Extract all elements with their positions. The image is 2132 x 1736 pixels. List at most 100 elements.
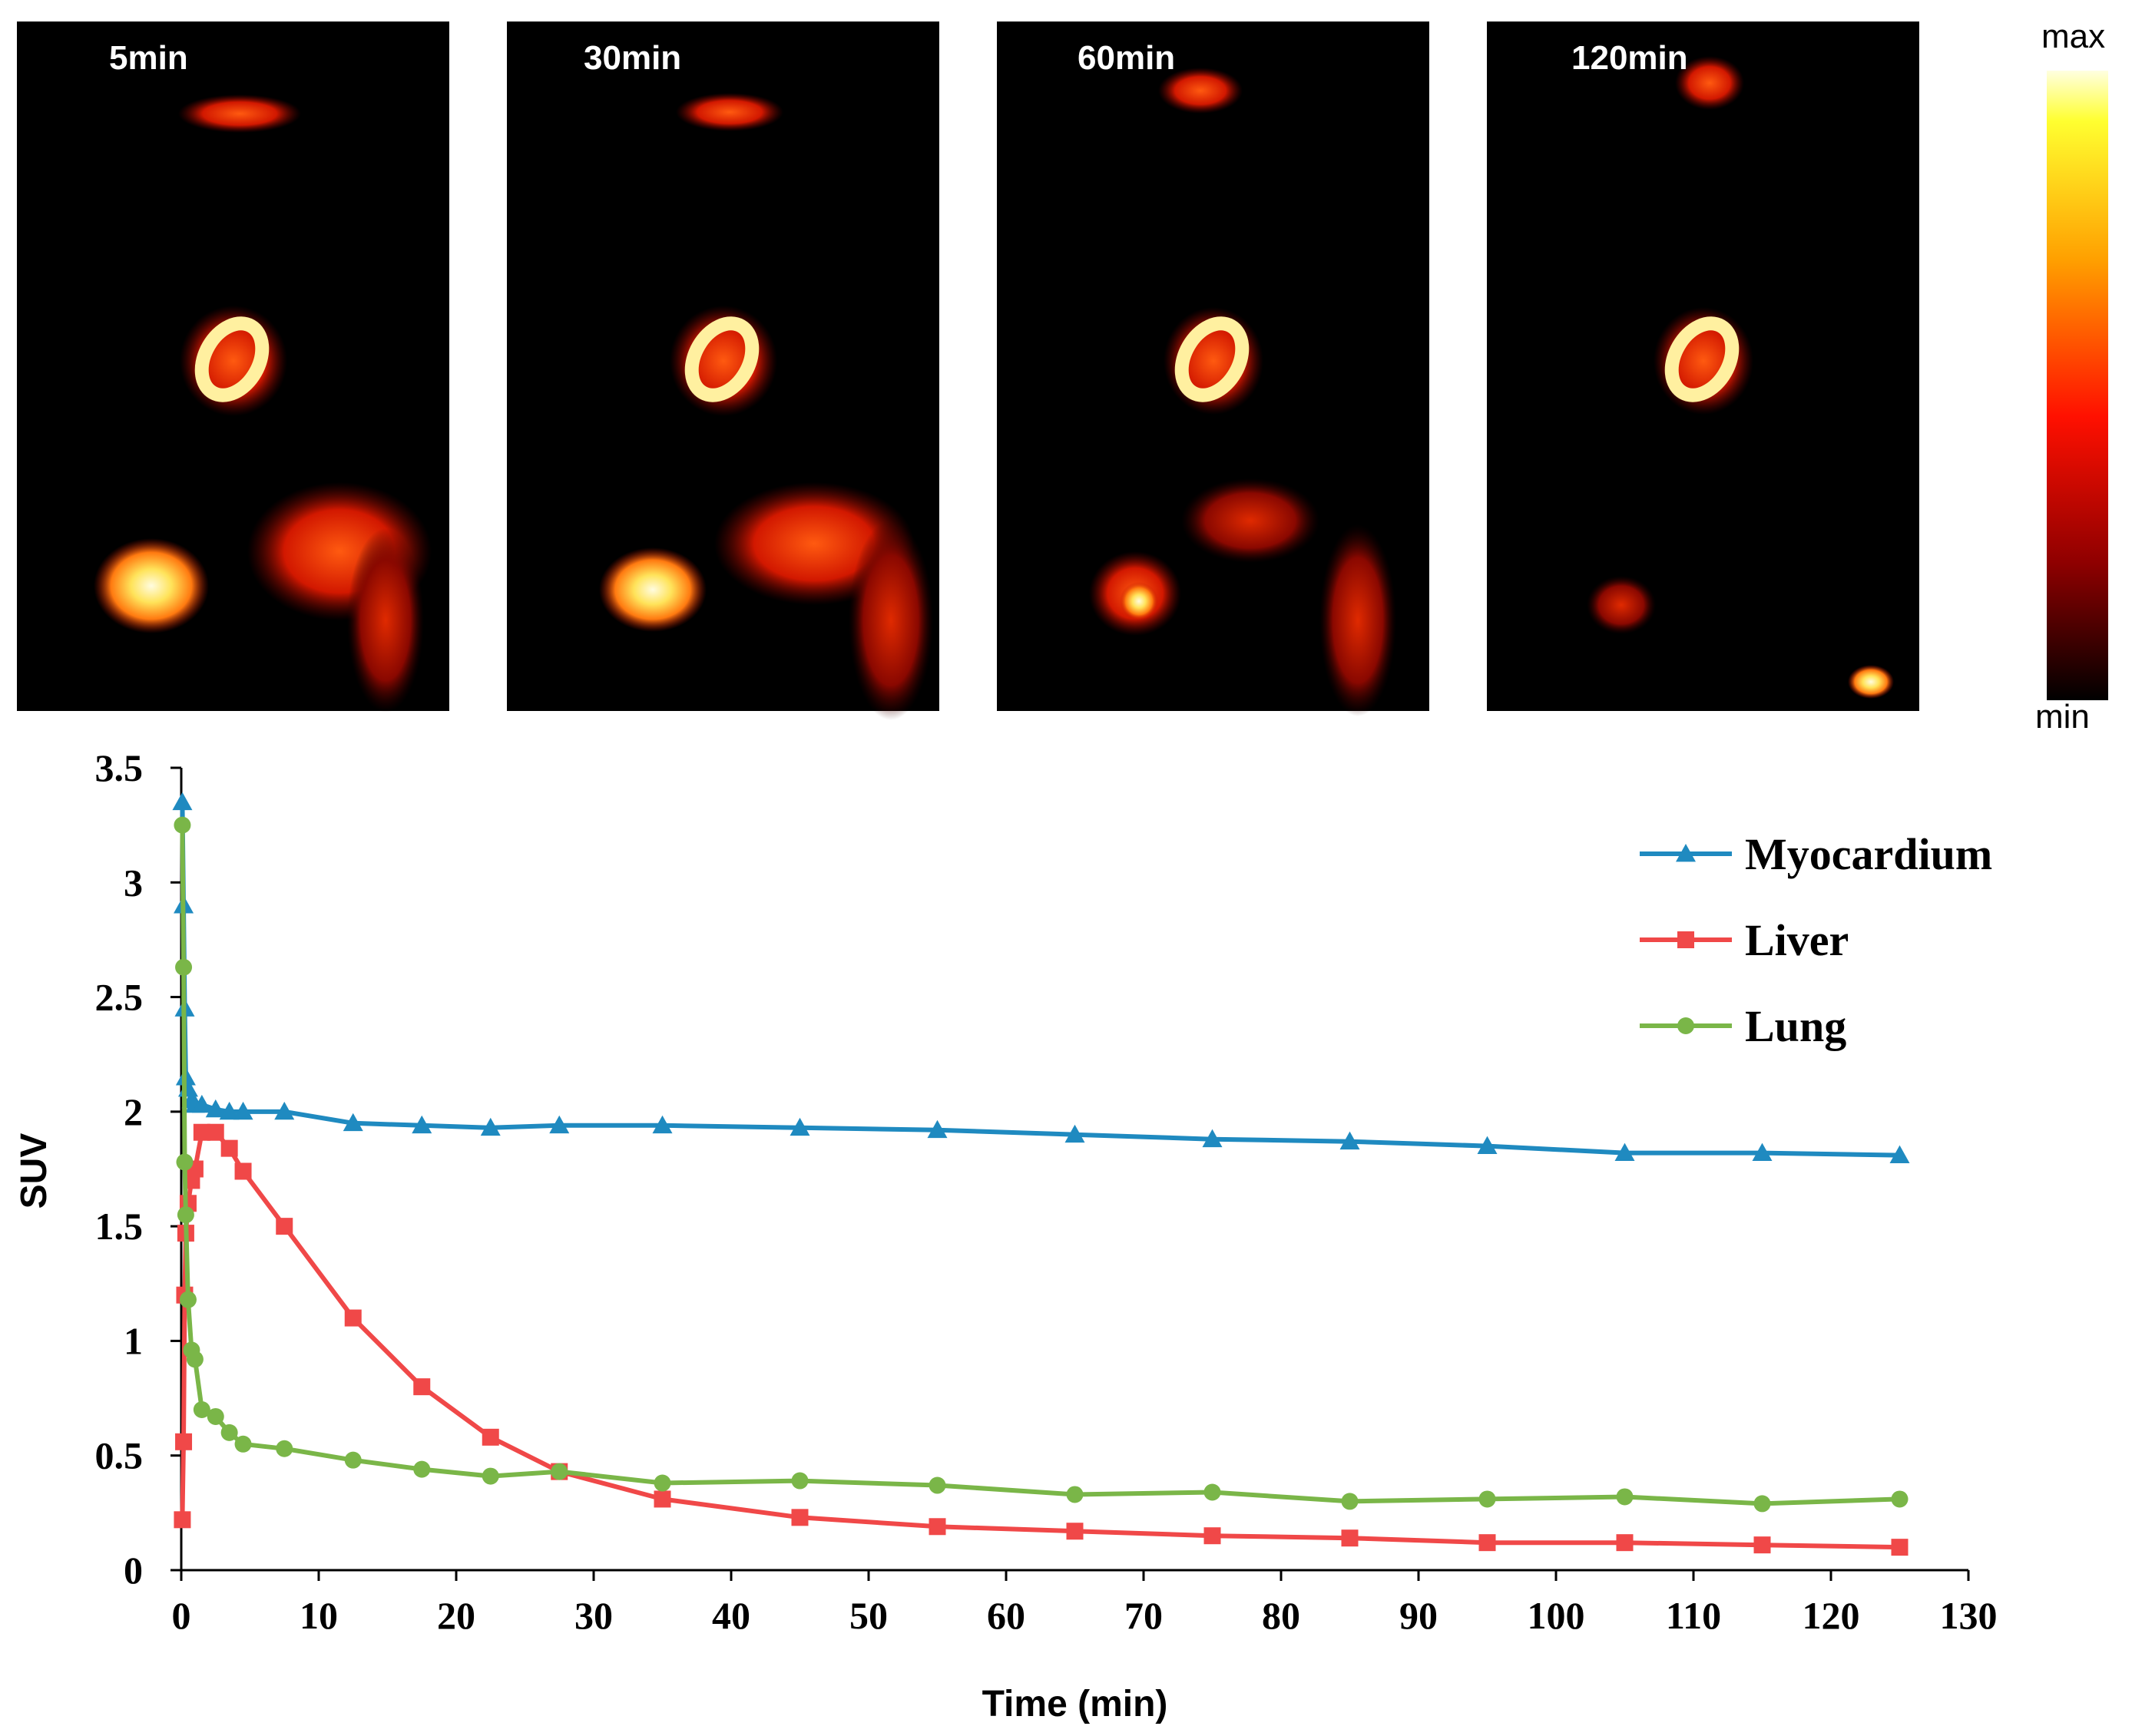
x-tick-label: 30: [574, 1594, 613, 1637]
x-tick-label: 50: [849, 1594, 888, 1637]
y-tick-label: 0: [124, 1549, 143, 1592]
data-point-lung: [654, 1474, 671, 1492]
data-point-liver: [1066, 1523, 1084, 1540]
data-point-lung: [234, 1435, 252, 1453]
y-tick-label: 2.5: [95, 976, 144, 1019]
y-axis-title: SUV: [14, 1133, 55, 1209]
x-tick-label: 10: [300, 1594, 338, 1637]
uptake-spot-top: [178, 94, 301, 133]
uptake-hot-spot: [94, 538, 209, 633]
data-point-liver: [929, 1518, 946, 1536]
data-point-liver: [234, 1162, 252, 1180]
data-point-liver: [1753, 1536, 1771, 1554]
data-point-lung: [791, 1472, 809, 1490]
series-line-liver: [180, 1129, 1900, 1550]
data-point-liver: [413, 1378, 431, 1396]
data-point-liver: [220, 1139, 238, 1157]
data-point-myocardium: [1889, 1145, 1910, 1163]
data-point-lung: [551, 1463, 568, 1480]
data-point-lung: [179, 1291, 197, 1308]
pet-panel-120min: 120min: [1487, 21, 1919, 711]
series-lung: [174, 816, 1909, 1513]
y-tick-label: 2: [124, 1090, 143, 1133]
pet-panel-30min: 30min: [507, 21, 939, 720]
data-point-liver: [654, 1490, 671, 1508]
data-point-myocardium: [343, 1113, 363, 1132]
data-point-liver: [174, 1511, 191, 1529]
uptake-heart-ring: [1174, 316, 1250, 402]
chart-series: [172, 792, 1910, 1556]
colorbar-gradient: [2047, 71, 2108, 700]
legend-label-liver: Liver: [1745, 915, 1849, 965]
x-tick-label: 90: [1399, 1594, 1438, 1637]
x-tick-label: 100: [1528, 1594, 1585, 1637]
data-point-lung: [276, 1440, 293, 1457]
y-tick-label: 1.5: [95, 1205, 144, 1248]
data-point-lung: [482, 1467, 499, 1485]
legend-marker-liver: [1677, 931, 1694, 948]
x-tick-label: 130: [1940, 1594, 1998, 1637]
uptake-spot-top: [1158, 68, 1243, 114]
data-point-lung: [1341, 1493, 1359, 1510]
data-point-myocardium: [205, 1099, 226, 1118]
data-point-myocardium: [412, 1115, 432, 1134]
panel-label: 5min: [109, 39, 188, 77]
legend-item-myocardium: Myocardium: [1640, 829, 1992, 879]
data-point-lung: [1616, 1488, 1634, 1506]
uptake-heart-ring: [194, 316, 270, 402]
uptake-hot-spot: [599, 547, 707, 632]
data-point-myocardium: [1477, 1136, 1498, 1155]
data-point-liver: [344, 1309, 362, 1327]
data-point-lung: [220, 1424, 238, 1441]
colorbar-min-label: min: [2035, 698, 2090, 736]
data-point-lung: [929, 1476, 946, 1494]
data-point-lung: [177, 1206, 194, 1224]
data-point-liver: [1616, 1534, 1634, 1552]
data-point-lung: [186, 1351, 204, 1368]
legend-label-myocardium: Myocardium: [1745, 829, 1992, 879]
chart-legend: Myocardium Liver Lung: [1640, 829, 1992, 1051]
data-point-myocardium: [172, 792, 193, 811]
panel-label: 120min: [1571, 39, 1688, 77]
data-point-lung: [175, 958, 193, 976]
y-tick-label: 3: [124, 861, 143, 904]
series-myocardium: [172, 792, 1910, 1163]
y-tick-label: 1: [124, 1319, 143, 1362]
panel-label: 30min: [584, 39, 681, 77]
legend-item-liver: Liver: [1640, 915, 1849, 965]
pet-panel-5min: 5min: [17, 21, 449, 713]
y-tick-label: 3.5: [95, 746, 144, 789]
data-point-lung: [1066, 1486, 1084, 1503]
data-point-liver: [791, 1509, 809, 1526]
data-point-liver: [175, 1433, 193, 1450]
data-point-lung: [193, 1401, 210, 1418]
data-point-myocardium: [274, 1101, 295, 1120]
data-point-lung: [174, 816, 191, 834]
data-point-lung: [1753, 1495, 1771, 1513]
legend-label-lung: Lung: [1745, 1001, 1846, 1051]
chart-axes: 0 10 20 30 40 50 60 70 80 90 100 110 120 130 0 0.5 1 1.5 2…: [95, 746, 1998, 1637]
data-point-liver: [1478, 1534, 1496, 1552]
data-point-lung: [413, 1460, 431, 1478]
data-point-myocardium: [191, 1094, 212, 1113]
data-point-myocardium: [1202, 1129, 1223, 1148]
uptake-lower-right: [1848, 665, 1894, 699]
uptake-spot-top: [676, 93, 783, 131]
data-point-myocardium: [219, 1101, 240, 1120]
data-point-liver: [193, 1123, 210, 1141]
uptake-heart-ring: [684, 316, 760, 402]
data-point-liver: [1203, 1527, 1221, 1545]
series-liver: [174, 1123, 1909, 1556]
uptake-heart-ring: [1664, 316, 1740, 402]
data-point-lung: [1203, 1483, 1221, 1501]
data-point-liver: [1341, 1529, 1359, 1547]
pet-panel-60min: 60min: [997, 21, 1429, 716]
legend-marker-myocardium: [1676, 844, 1696, 862]
uptake-liver-lobe: [347, 528, 424, 713]
data-point-lung: [1478, 1490, 1496, 1508]
data-point-myocardium: [927, 1119, 948, 1139]
data-point-myocardium: [1752, 1142, 1773, 1161]
data-point-liver: [482, 1428, 499, 1446]
uptake-liver-lobe: [849, 521, 933, 720]
